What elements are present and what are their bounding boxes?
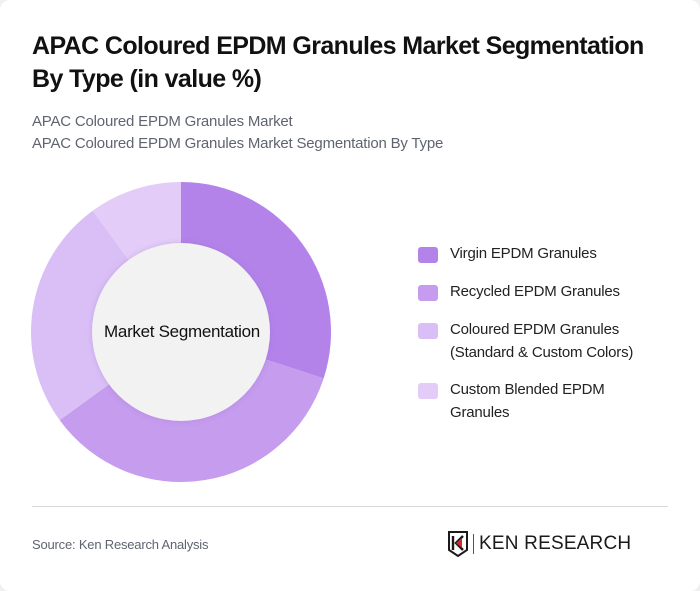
legend-swatch-icon: [418, 285, 438, 301]
legend-label: Recycled EPDM Granules: [450, 283, 620, 300]
donut-chart: [31, 182, 331, 482]
chart-subtitle-segmentation: APAC Coloured EPDM Granules Market Segme…: [32, 135, 444, 152]
chart-subtitle-market: APAC Coloured EPDM Granules Market: [32, 113, 293, 130]
legend-item-recycled[interactable]: Recycled EPDM Granules: [418, 280, 620, 303]
legend-label: Virgin EPDM Granules: [450, 245, 597, 262]
legend-swatch-icon: [418, 323, 438, 339]
legend-item-virgin[interactable]: Virgin EPDM Granules: [418, 242, 597, 265]
legend-label: Coloured EPDM Granules (Standard & Custo…: [450, 321, 634, 361]
legend-item-custom-blended[interactable]: Custom Blended EPDM Granules: [418, 378, 660, 424]
ken-research-shield-icon: [448, 531, 468, 557]
footer-divider: [32, 506, 668, 507]
donut-svg: [31, 182, 331, 482]
logo-text: KEN RESEARCH: [479, 533, 632, 554]
donut-center-label: Market Segmentation: [104, 322, 260, 341]
source-note: Source: Ken Research Analysis: [32, 537, 209, 552]
donut-hole: [92, 243, 270, 421]
legend-label: Custom Blended EPDM Granules: [450, 381, 605, 421]
legend-item-coloured[interactable]: Coloured EPDM Granules (Standard & Custo…: [418, 318, 680, 364]
legend-swatch-icon: [418, 383, 438, 399]
chart-title: APAC Coloured EPDM Granules Market Segme…: [32, 32, 644, 93]
logo-separator: [473, 534, 474, 554]
legend-swatch-icon: [418, 247, 438, 263]
ken-research-logo[interactable]: KEN RESEARCH: [447, 530, 631, 558]
